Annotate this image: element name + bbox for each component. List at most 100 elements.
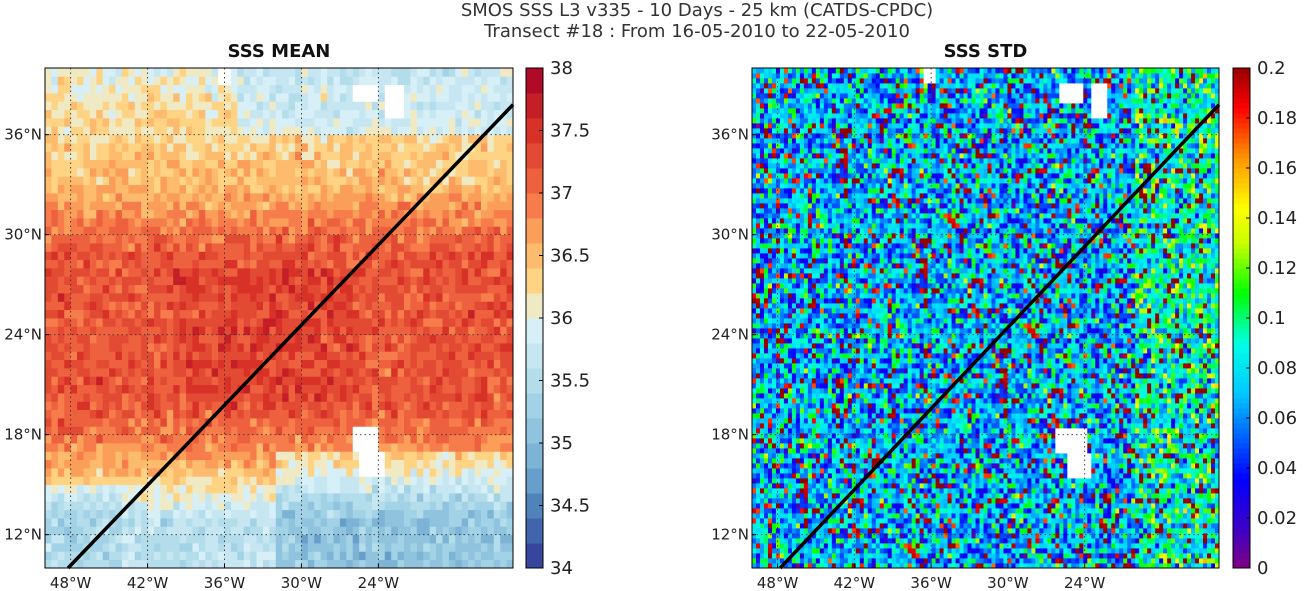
heatmap-cell (288, 184, 296, 194)
heatmap-cell (314, 401, 322, 411)
heatmap-cell (205, 101, 213, 111)
heatmap-cell (506, 551, 514, 561)
heatmap-cell (179, 393, 187, 402)
heatmap-cell (186, 443, 193, 452)
heatmap-cell (480, 151, 488, 161)
heatmap-cell (70, 201, 78, 211)
heatmap-cell (192, 484, 200, 494)
heatmap-cell (1083, 548, 1088, 554)
heatmap-cell (365, 359, 373, 369)
heatmap-cell (333, 76, 341, 86)
heatmap-cell (474, 218, 482, 227)
heatmap-cell (230, 259, 238, 269)
heatmap-cell (378, 293, 386, 302)
heatmap-cell (397, 309, 405, 319)
heatmap-cell (429, 543, 437, 552)
heatmap-cell (339, 293, 347, 302)
heatmap-cell (410, 476, 418, 486)
heatmap-cell (487, 426, 495, 436)
heatmap-cell (365, 276, 373, 286)
heatmap-cell (903, 553, 909, 559)
heatmap-cell (121, 109, 129, 119)
heatmap-cell (89, 476, 97, 486)
heatmap-cell (275, 409, 283, 419)
heatmap-cell (179, 126, 187, 136)
heatmap-cell (153, 118, 161, 127)
heatmap-cell (487, 326, 495, 336)
heatmap-cell (192, 309, 200, 319)
heatmap-cell (282, 451, 290, 461)
heatmap-cell (160, 151, 168, 161)
heatmap-cell (205, 401, 213, 411)
heatmap-cell (224, 76, 232, 86)
heatmap-cell (775, 543, 781, 549)
heatmap-cell (282, 493, 290, 502)
heatmap-cell (147, 359, 155, 369)
heatmap-cell (141, 293, 148, 302)
heatmap-cell (429, 159, 437, 169)
heatmap-cell (333, 376, 341, 386)
heatmap-cell (1099, 553, 1104, 559)
heatmap-cell (767, 543, 773, 549)
heatmap-cell (339, 176, 347, 186)
heatmap-cell (378, 534, 386, 544)
heatmap-cell (429, 559, 437, 569)
heatmap-cell (480, 501, 488, 511)
heatmap-cell (468, 426, 475, 436)
heatmap-cell (96, 226, 104, 236)
heatmap-cell (83, 201, 91, 211)
heatmap-cell (96, 376, 104, 386)
heatmap-cell (128, 76, 136, 86)
heatmap-cell (102, 351, 110, 361)
heatmap-cell (391, 84, 398, 94)
heatmap-cell (500, 268, 507, 277)
heatmap-cell (198, 334, 206, 344)
heatmap-cell (121, 493, 129, 502)
heatmap-cell (89, 143, 97, 152)
heatmap-cell (211, 359, 219, 369)
heatmap-cell (121, 451, 129, 461)
heatmap-cell (423, 134, 431, 144)
heatmap-cell (115, 393, 123, 402)
heatmap-cell (410, 109, 418, 119)
heatmap-cell (1187, 558, 1192, 564)
heatmap-cell (115, 368, 123, 377)
heatmap-cell (339, 343, 347, 352)
heatmap-cell (243, 426, 251, 436)
heatmap-cell (102, 193, 110, 202)
sss-std-heatmap (752, 68, 1220, 569)
heatmap-cell (128, 551, 136, 561)
heatmap-cell (288, 226, 296, 236)
heatmap-cell (77, 318, 84, 327)
heatmap-cell (192, 334, 200, 344)
heatmap-cell (468, 434, 475, 444)
heatmap-cell (186, 193, 193, 202)
heatmap-cell (378, 543, 386, 552)
heatmap-cell (205, 301, 213, 311)
heatmap-cell (493, 409, 501, 419)
heatmap-cell (205, 143, 213, 152)
heatmap-cell (1151, 553, 1156, 559)
heatmap-cell (1051, 563, 1056, 569)
heatmap-cell (384, 226, 392, 236)
heatmap-cell (237, 509, 245, 519)
heatmap-cell (506, 76, 514, 86)
heatmap-cell (791, 548, 797, 554)
heatmap-cell (783, 548, 789, 554)
heatmap-cell (51, 226, 59, 236)
heatmap-cell (64, 343, 72, 352)
heatmap-cell (307, 184, 315, 194)
heatmap-cell (224, 151, 232, 161)
heatmap-cell (147, 301, 155, 311)
heatmap-cell (474, 534, 482, 544)
heatmap-cell (282, 159, 290, 169)
heatmap-cell (480, 334, 488, 344)
heatmap-cell (384, 126, 392, 136)
heatmap-cell (166, 76, 174, 86)
heatmap-cell (327, 276, 334, 286)
heatmap-cell (359, 218, 366, 227)
heatmap-cell (192, 426, 200, 436)
heatmap-cell (211, 543, 219, 552)
heatmap-cell (96, 209, 104, 219)
heatmap-cell (442, 268, 450, 277)
